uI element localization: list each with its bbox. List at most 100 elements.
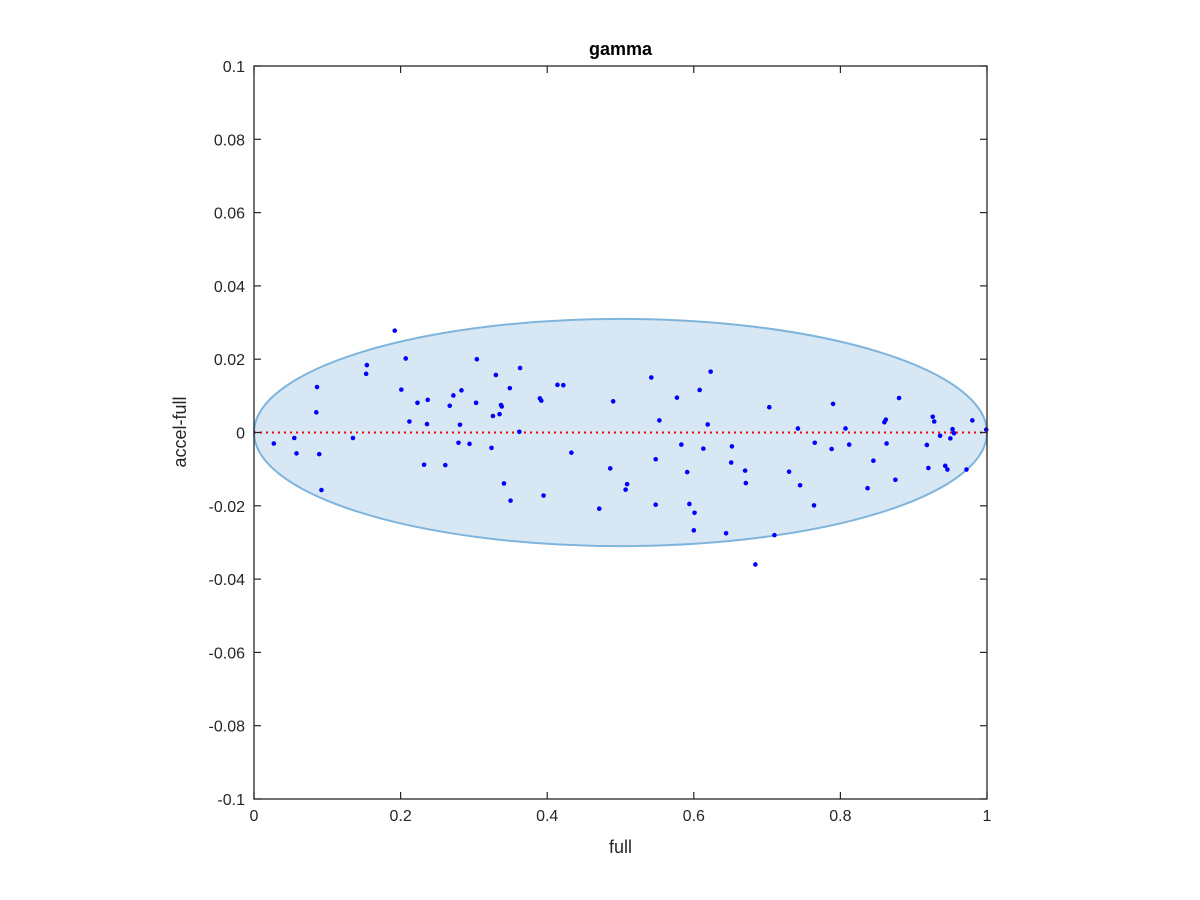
data-point [830, 401, 836, 407]
y-tick-label: -0.04 [209, 572, 246, 589]
data-point [653, 502, 658, 508]
data-point [697, 387, 702, 393]
data-point [924, 442, 930, 448]
data-point [795, 426, 801, 431]
data-point [490, 413, 496, 419]
data-point [447, 403, 453, 409]
data-point [350, 435, 356, 441]
data-point [653, 456, 658, 462]
data-point [501, 481, 507, 486]
data-point [951, 430, 957, 436]
data-point [467, 441, 472, 447]
y-axis-label: accel-full [170, 396, 190, 467]
data-point [473, 400, 479, 406]
data-point [701, 446, 706, 451]
data-point [691, 528, 697, 533]
data-point [772, 532, 777, 538]
data-point [561, 382, 566, 388]
data-point [451, 393, 456, 398]
data-point [399, 387, 404, 392]
data-point [786, 469, 792, 475]
data-point [424, 421, 430, 427]
data-point [499, 404, 505, 409]
data-point [766, 404, 772, 410]
data-point [692, 510, 697, 516]
data-point [316, 451, 322, 457]
data-point [407, 419, 412, 424]
y-tick-label: 0.02 [214, 352, 245, 369]
data-point [623, 487, 628, 492]
y-tick-label: 0.06 [214, 206, 245, 223]
data-point [679, 442, 684, 447]
y-tick-label: 0 [236, 426, 245, 443]
y-tick-label: -0.08 [209, 719, 246, 736]
data-point [896, 395, 902, 401]
data-point [942, 463, 948, 469]
y-tick-label: -0.02 [209, 499, 246, 516]
data-point [415, 400, 420, 406]
x-tick-label: 0.2 [389, 808, 411, 825]
data-point [708, 369, 713, 374]
data-point [970, 418, 975, 423]
data-point [569, 450, 574, 455]
data-point [743, 480, 749, 486]
y-tick-label: 0.08 [214, 132, 245, 149]
data-point [705, 422, 711, 427]
y-tick-label: -0.06 [209, 645, 246, 662]
x-tick-label: 0 [250, 808, 259, 825]
data-point [893, 477, 898, 483]
chart-title: gamma [589, 39, 653, 59]
data-point [596, 506, 602, 512]
data-point [555, 382, 560, 388]
data-point [474, 356, 480, 362]
data-point [392, 328, 398, 333]
data-point [425, 397, 431, 403]
data-point [950, 426, 955, 432]
data-point [443, 462, 448, 468]
x-axis-label: full [609, 837, 632, 857]
data-point [865, 485, 870, 491]
data-point [648, 375, 654, 380]
data-point [541, 493, 546, 498]
data-point [829, 446, 834, 452]
data-point [728, 460, 734, 465]
data-point [945, 467, 950, 472]
data-point [983, 427, 989, 432]
data-point [843, 426, 848, 431]
data-point [937, 433, 943, 439]
data-point [319, 487, 324, 493]
x-tick-label: 0.8 [829, 808, 851, 825]
data-point [294, 451, 299, 456]
data-point [517, 365, 523, 371]
data-point [723, 530, 729, 536]
data-point [811, 503, 817, 508]
data-point [624, 481, 630, 487]
x-tick-label: 0.6 [683, 808, 705, 825]
data-point [271, 441, 277, 446]
data-point [459, 388, 464, 393]
data-point [364, 362, 370, 368]
data-point [607, 466, 613, 471]
data-point [507, 385, 513, 391]
data-point [517, 429, 522, 435]
data-point [456, 440, 461, 446]
data-point [926, 465, 931, 471]
data-point [930, 414, 936, 420]
data-point [742, 468, 748, 473]
plot-area: 0 0.2 0.4 0.6 0.8 1 -0.1 -0.08 -0.06 -0.04 -0.02 0 0… [209, 59, 992, 825]
data-point [753, 562, 758, 567]
data-point [457, 422, 463, 428]
data-point [797, 482, 803, 488]
data-point [610, 399, 616, 404]
data-point [657, 418, 662, 423]
data-point [812, 440, 818, 446]
data-point [314, 384, 320, 390]
y-tick-label: 0.04 [214, 279, 245, 296]
data-point [883, 417, 889, 422]
x-tick-label: 0.4 [536, 808, 558, 825]
data-point [489, 445, 494, 451]
data-point [871, 458, 876, 464]
data-point [292, 435, 297, 441]
data-point [964, 467, 969, 472]
data-point [421, 462, 427, 468]
